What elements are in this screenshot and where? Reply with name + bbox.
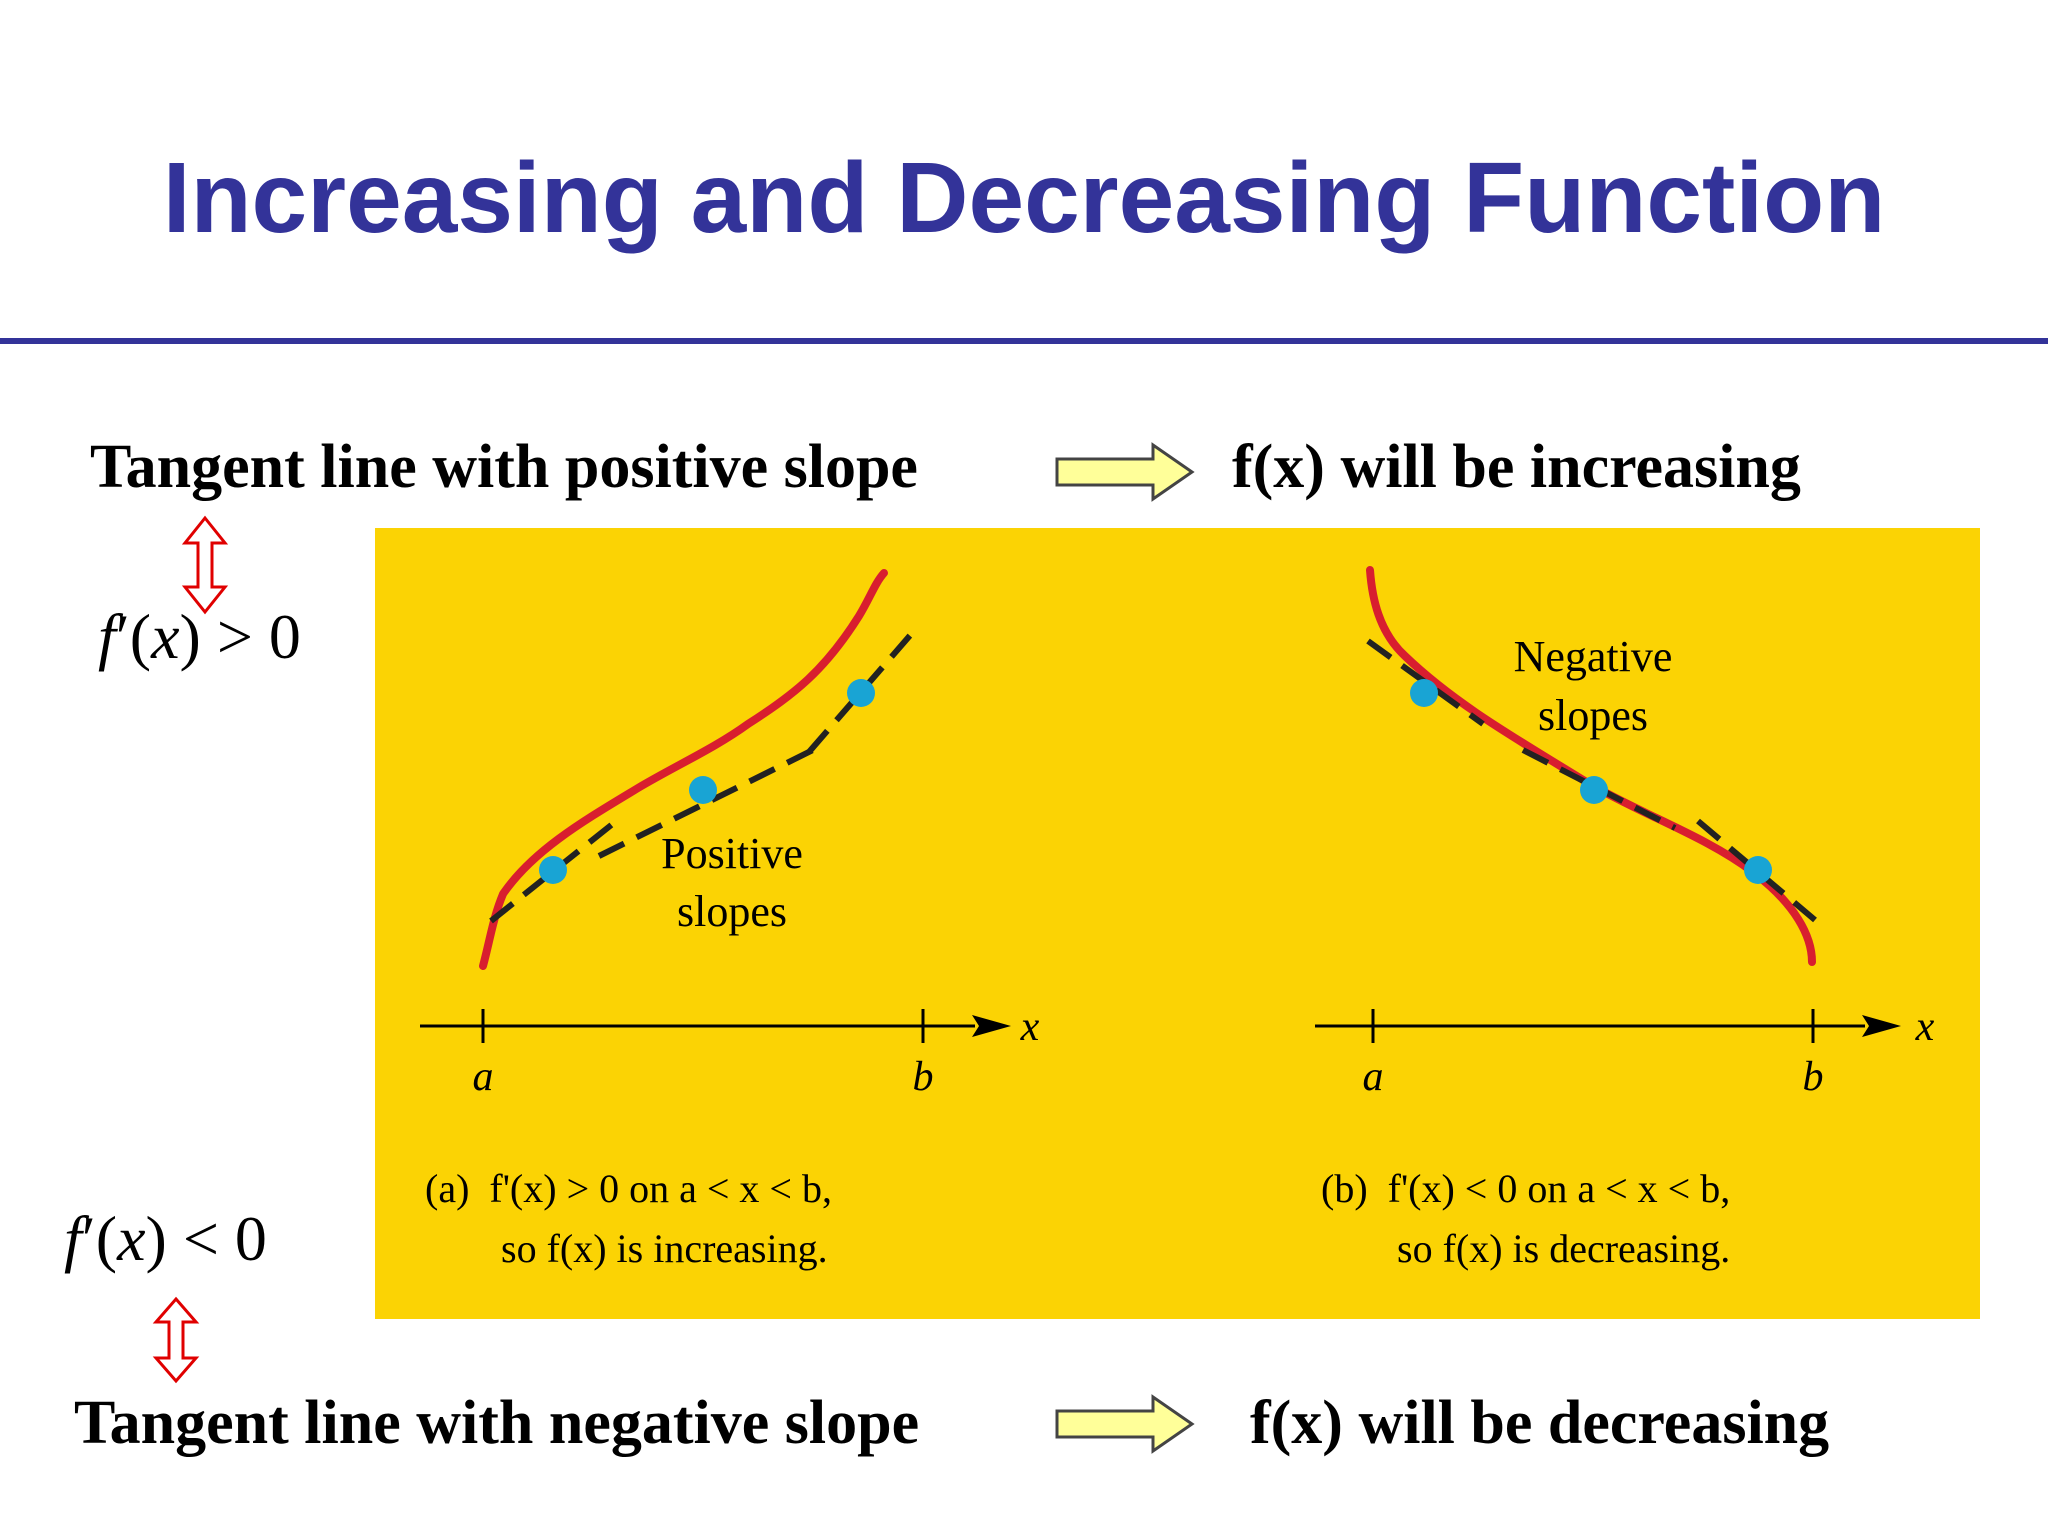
panel-a-point-2 bbox=[689, 776, 717, 804]
panel-b-annotation-line1: Negative bbox=[1514, 632, 1673, 681]
condition-positive-open: ( bbox=[129, 601, 152, 672]
panel-a-tangent-1 bbox=[489, 819, 617, 924]
panel-b-tangent-3 bbox=[1696, 818, 1817, 923]
panel-a-graph: Positive slopes x a b (a) f'(x) > 0 on a… bbox=[420, 569, 1040, 1271]
condition-positive-close: ) bbox=[179, 601, 201, 672]
title-divider bbox=[0, 338, 2048, 344]
vertical-double-arrow-icon bbox=[181, 515, 229, 615]
condition-positive-derivative: f′(x) > 0 bbox=[98, 602, 301, 672]
panel-b-curve bbox=[1366, 566, 1816, 966]
panel-a-caption-line2: so f(x) is increasing. bbox=[501, 1226, 828, 1271]
bottom-statement-left: Tangent line with negative slope bbox=[74, 1389, 920, 1457]
condition-negative-open: ( bbox=[95, 1203, 118, 1274]
top-statement-left: Tangent line with positive slope bbox=[90, 433, 918, 501]
panel-a-annotation-line1: Positive bbox=[661, 829, 803, 878]
right-block-arrow-icon bbox=[1055, 1394, 1195, 1454]
right-block-arrow-icon bbox=[1055, 442, 1195, 502]
panel-a-tangent-3 bbox=[806, 630, 916, 754]
panel-a-point-1 bbox=[539, 856, 567, 884]
panel-b-caption-line1: (b) f'(x) < 0 on a < x < b, bbox=[1321, 1166, 1730, 1211]
condition-positive-fn: f bbox=[98, 601, 116, 672]
panel-a-curve bbox=[479, 569, 888, 970]
condition-positive-rel: > 0 bbox=[200, 601, 301, 672]
panel-b-caption-line2: so f(x) is decreasing. bbox=[1397, 1226, 1730, 1271]
panel-b-axis-label: x bbox=[1915, 1004, 1935, 1050]
slide-title: Increasing and Decreasing Function bbox=[162, 142, 1886, 254]
panel-b-tick-a-label: a bbox=[1363, 1054, 1384, 1100]
panel-b-annotation-line2: slopes bbox=[1538, 691, 1648, 740]
panel-a-annotation-line2: slopes bbox=[677, 887, 787, 936]
panel-b-graph: Negative slopes x a b (b) f'(x) < 0 on a… bbox=[1315, 566, 1935, 1271]
condition-positive-var: x bbox=[151, 601, 180, 672]
condition-negative-derivative: f′(x) < 0 bbox=[64, 1204, 267, 1274]
figure-graphs: Positive slopes x a b (a) f'(x) > 0 on a… bbox=[420, 566, 1935, 1271]
condition-negative-close: ) bbox=[145, 1203, 167, 1274]
panel-a-axis-label: x bbox=[1020, 1004, 1040, 1050]
panel-a-point-3 bbox=[847, 679, 875, 707]
bottom-statement-right: f(x) will be decreasing bbox=[1250, 1389, 1830, 1457]
panel-b-point-3 bbox=[1744, 856, 1772, 884]
panel-a-axis-arrowhead bbox=[972, 1015, 1011, 1037]
panel-b-point-1 bbox=[1410, 679, 1438, 707]
panel-a-tick-b-label: b bbox=[913, 1054, 934, 1100]
condition-negative-var: x bbox=[117, 1203, 146, 1274]
condition-negative-fn: f bbox=[64, 1203, 82, 1274]
panel-a-tick-a-label: a bbox=[473, 1054, 494, 1100]
panel-b-axis-arrowhead bbox=[1862, 1015, 1901, 1037]
panel-b-tangent-1 bbox=[1366, 638, 1485, 727]
figure-panel: Positive slopes x a b (a) f'(x) > 0 on a… bbox=[375, 528, 1980, 1319]
condition-negative-prime: ′ bbox=[81, 1203, 96, 1274]
vertical-double-arrow-icon bbox=[152, 1296, 200, 1384]
panel-b-point-2 bbox=[1580, 776, 1608, 804]
condition-positive-prime: ′ bbox=[115, 601, 130, 672]
condition-negative-rel: < 0 bbox=[166, 1203, 267, 1274]
top-statement-right: f(x) will be increasing bbox=[1232, 433, 1801, 501]
panel-b-tick-b-label: b bbox=[1803, 1054, 1824, 1100]
panel-a-caption-line1: (a) f'(x) > 0 on a < x < b, bbox=[425, 1166, 832, 1211]
